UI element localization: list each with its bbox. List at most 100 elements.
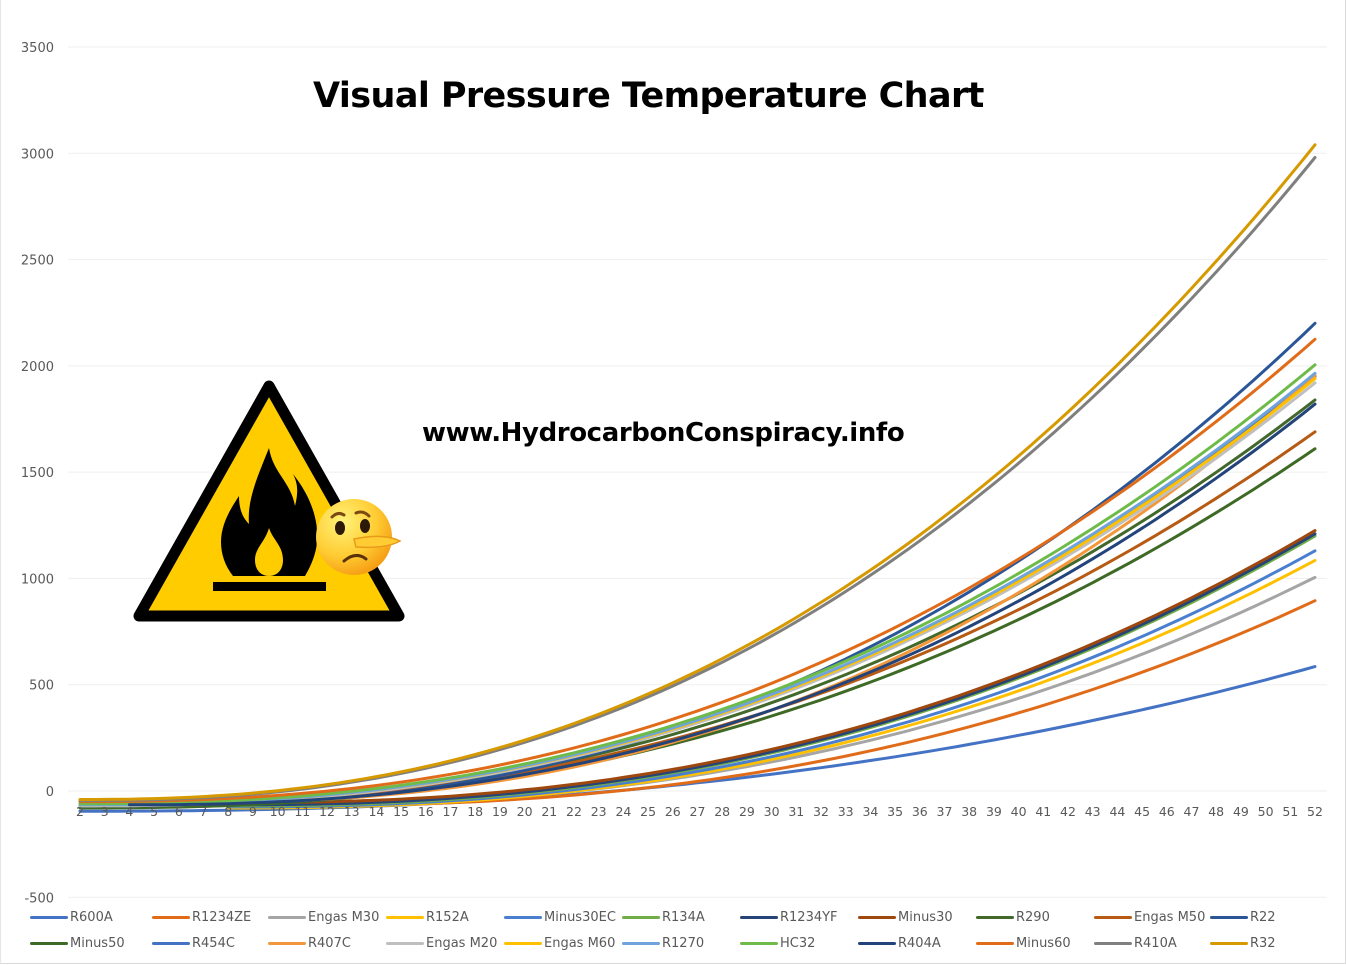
legend-label: R410A: [1134, 936, 1177, 951]
x-tick-label: 9: [249, 804, 257, 819]
x-tick-label: 7: [200, 804, 208, 819]
legend-swatch: [30, 942, 68, 945]
legend-item-r32[interactable]: R32: [1210, 936, 1276, 951]
legend-label: Minus50: [70, 936, 125, 951]
legend-label: Engas M60: [544, 936, 616, 951]
legend-label: R22: [1250, 910, 1276, 925]
legend-swatch: [1094, 942, 1132, 945]
chart-title: Visual Pressure Temperature Chart: [313, 76, 984, 116]
x-tick-label: 35: [887, 804, 903, 819]
x-tick-label: 22: [566, 804, 582, 819]
x-tick-label: 3: [101, 804, 109, 819]
x-tick-label: 45: [1134, 804, 1150, 819]
legend-label: Engas M20: [426, 936, 498, 951]
x-tick-label: 12: [319, 804, 335, 819]
y-tick-label: 3000: [21, 147, 54, 162]
legend-swatch: [386, 942, 424, 945]
legend-item-minus30ec[interactable]: Minus30EC: [504, 910, 616, 925]
legend-row-2: Minus50 R454C R407C Engas M20 Engas M60 R1270…: [30, 934, 1330, 960]
legend-item-engas-m50[interactable]: Engas M50: [1094, 910, 1205, 925]
legend-item-engas-m30[interactable]: Engas M30: [268, 910, 379, 925]
legend-item-r600a[interactable]: R600A: [30, 910, 113, 925]
legend-label: HC32: [780, 936, 816, 951]
x-tick-label: 32: [813, 804, 829, 819]
legend-item-engas-m60[interactable]: Engas M60: [504, 936, 615, 951]
legend-swatch: [152, 942, 190, 945]
series-line-r32[interactable]: [78, 143, 1317, 801]
legend-swatch: [976, 942, 1014, 945]
y-tick-label: -500: [24, 891, 54, 906]
y-tick-label: 3500: [21, 41, 54, 56]
x-tick-label: 42: [1060, 804, 1076, 819]
series-line-hc32[interactable]: [78, 363, 1317, 806]
y-tick-label: 0: [46, 785, 54, 800]
legend-item-r407c[interactable]: R407C: [268, 936, 351, 951]
legend-item-hc32[interactable]: HC32: [740, 936, 815, 951]
x-tick-label: 44: [1109, 804, 1125, 819]
x-tick-label: 28: [714, 804, 730, 819]
legend-label: R290: [1016, 910, 1050, 925]
x-tick-label: 50: [1258, 804, 1274, 819]
x-tick-label: 8: [224, 804, 232, 819]
legend-item-r152a[interactable]: R152A: [386, 910, 469, 925]
legend-item-minus50[interactable]: Minus50: [30, 936, 125, 951]
y-tick-label: 2000: [21, 360, 54, 375]
legend-item-r1234yf[interactable]: R1234YF: [740, 910, 838, 925]
legend-item-minus60[interactable]: Minus60: [976, 936, 1071, 951]
legend-item-r410a[interactable]: R410A: [1094, 936, 1177, 951]
legend-swatch: [622, 916, 660, 919]
legend-item-r1270[interactable]: R1270: [622, 936, 704, 951]
legend-label: Minus30: [898, 910, 953, 925]
y-tick-label: 500: [29, 679, 54, 694]
x-tick-label: 21: [541, 804, 557, 819]
x-tick-label: 27: [690, 804, 706, 819]
x-tick-label: 39: [986, 804, 1002, 819]
y-axis-ticks: 3500 3000 2500 2000 1500 1000 500 0 -500: [21, 41, 54, 906]
x-tick-label: 5: [150, 804, 158, 819]
x-tick-label: 16: [418, 804, 434, 819]
series-line-r1234yf[interactable]: [226, 532, 1317, 807]
legend-swatch: [30, 916, 68, 919]
legend-swatch: [386, 916, 424, 919]
legend-swatch: [1210, 942, 1248, 945]
legend-item-engas-m20[interactable]: Engas M20: [386, 936, 497, 951]
legend-row-1: R600A R1234ZE Engas M30 R152A Minus30EC R134A…: [30, 908, 1330, 934]
x-tick-label: 30: [764, 804, 780, 819]
x-tick-label: 47: [1184, 804, 1200, 819]
chart-legend: R600A R1234ZE Engas M30 R152A Minus30EC R134A…: [30, 908, 1330, 960]
x-tick-label: 13: [344, 804, 360, 819]
series-line-minus60[interactable]: [78, 337, 1317, 804]
legend-label: Minus30EC: [544, 910, 616, 925]
legend-label: R407C: [308, 936, 351, 951]
series-line-minus30[interactable]: [226, 529, 1317, 805]
series-line-r404a[interactable]: [127, 402, 1317, 807]
legend-item-r22[interactable]: R22: [1210, 910, 1276, 925]
legend-item-r454c[interactable]: R454C: [152, 936, 235, 951]
x-tick-label: 4: [125, 804, 133, 819]
series-lines: [78, 143, 1317, 813]
legend-swatch: [268, 942, 306, 945]
legend-swatch: [152, 916, 190, 919]
legend-swatch: [1210, 916, 1248, 919]
x-tick-label: 38: [961, 804, 977, 819]
legend-label: R1234YF: [780, 910, 838, 925]
legend-swatch: [1094, 916, 1132, 919]
legend-swatch: [976, 916, 1014, 919]
legend-label: R454C: [192, 936, 235, 951]
x-tick-label: 18: [467, 804, 483, 819]
legend-label: R1270: [662, 936, 705, 951]
legend-item-r134a[interactable]: R134A: [622, 910, 705, 925]
legend-item-r404a[interactable]: R404A: [858, 936, 941, 951]
legend-item-minus30[interactable]: Minus30: [858, 910, 953, 925]
legend-item-r1234ze[interactable]: R1234ZE: [152, 910, 251, 925]
x-axis-ticks: 2 3 4 5 6 7 8 9 10 11 12 13 14 15 16 17 18 19 20 21 22 23 24 25…: [76, 804, 1323, 819]
legend-item-r290[interactable]: R290: [976, 910, 1050, 925]
x-tick-label: 14: [368, 804, 384, 819]
watermark-url: www.HydrocarbonConspiracy.info: [422, 418, 905, 448]
legend-label: R404A: [898, 936, 941, 951]
x-tick-label: 11: [294, 804, 310, 819]
x-tick-label: 41: [1035, 804, 1051, 819]
x-tick-label: 29: [739, 804, 755, 819]
x-tick-label: 19: [492, 804, 508, 819]
x-tick-label: 52: [1307, 804, 1323, 819]
